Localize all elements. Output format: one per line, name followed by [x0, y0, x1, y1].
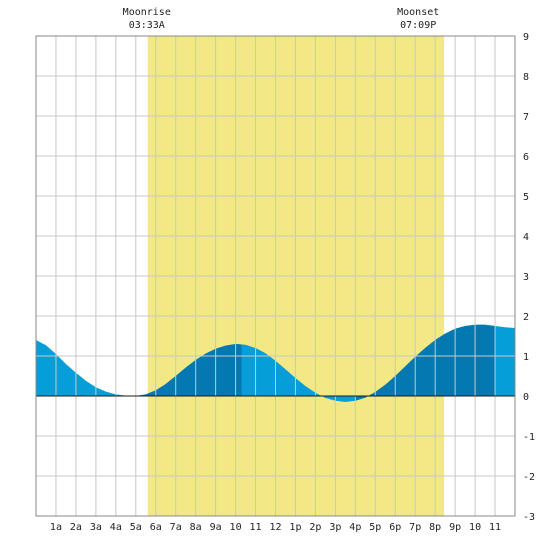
y-tick-label: 9 [523, 32, 529, 43]
x-tick-label: 11 [489, 522, 501, 533]
plot-frame [35, 35, 516, 517]
x-tick-label: 11 [250, 522, 262, 533]
x-tick-label: 10 [469, 522, 481, 533]
y-tick-label: 3 [523, 272, 529, 283]
moonrise-label: Moonrise [123, 7, 171, 18]
x-tick-label: 8a [190, 522, 202, 533]
x-tick-label: 8p [429, 522, 441, 533]
x-tick-label: 1a [50, 522, 62, 533]
y-tick-label: -1 [523, 432, 535, 443]
x-tick-label: 6a [150, 522, 162, 533]
x-tick-label: 1p [289, 522, 301, 533]
moonset-label: Moonset [397, 7, 439, 18]
moonrise-time: 03:33A [129, 20, 165, 31]
y-tick-label: 4 [523, 232, 529, 243]
x-tick-label: 6p [389, 522, 401, 533]
x-tick-label: 7p [409, 522, 421, 533]
x-tick-label: 3a [90, 522, 102, 533]
rising-tide-area-2 [355, 324, 496, 401]
x-tick-label: 4p [349, 522, 361, 533]
x-tick-label: 7a [170, 522, 182, 533]
y-tick-label: 7 [523, 112, 529, 123]
y-tick-label: -2 [523, 472, 535, 483]
x-tick-label: 12 [269, 522, 281, 533]
y-tick-label: 6 [523, 152, 529, 163]
y-tick-label: 0 [523, 392, 529, 403]
y-tick-label: 1 [523, 352, 529, 363]
y-tick-label: -3 [523, 512, 535, 523]
x-tick-label: 4a [110, 522, 122, 533]
x-tick-label: 9a [210, 522, 222, 533]
y-tick-label: 8 [523, 72, 529, 83]
x-tick-label: 2p [309, 522, 321, 533]
x-tick-label: 2a [70, 522, 82, 533]
x-tick-label: 3p [329, 522, 341, 533]
y-tick-label: 2 [523, 312, 529, 323]
x-tick-label: 10 [230, 522, 242, 533]
x-tick-label: 5p [369, 522, 381, 533]
moonset-time: 07:09P [400, 20, 436, 31]
x-tick-label: 5a [130, 522, 142, 533]
x-tick-label: 9p [449, 522, 461, 533]
y-tick-label: 5 [523, 192, 529, 203]
